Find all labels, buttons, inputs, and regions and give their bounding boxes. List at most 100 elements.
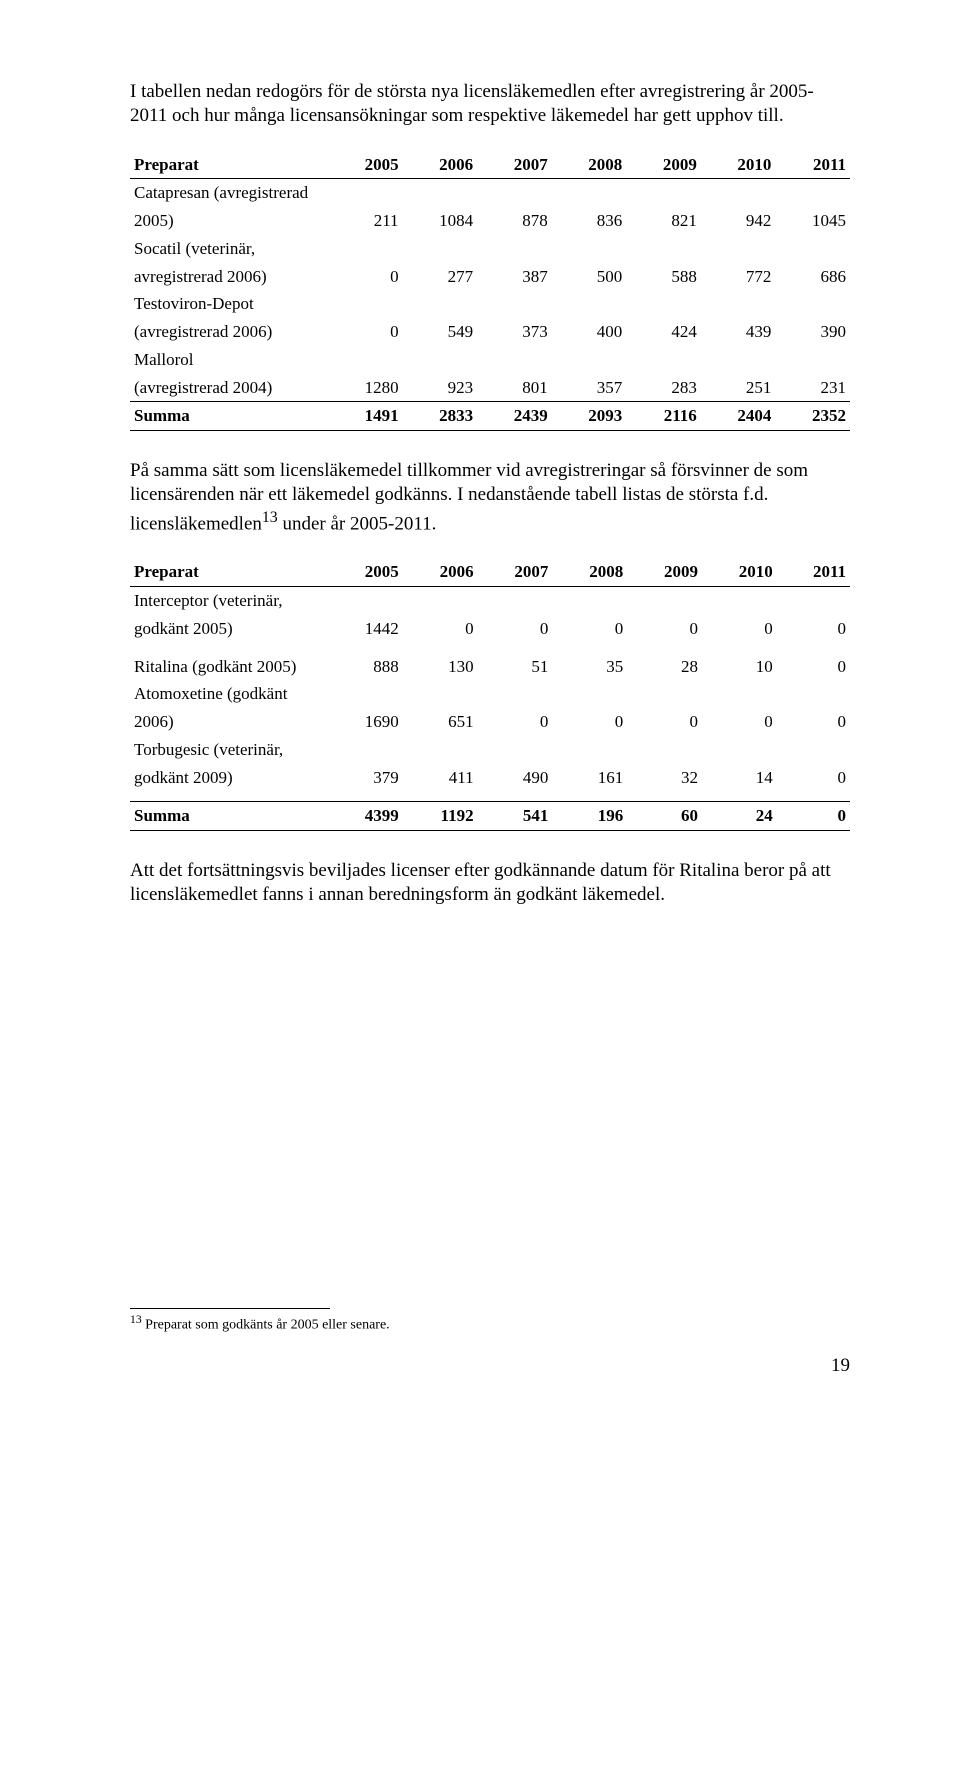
table-2-header-row: Preparat 2005 2006 2007 2008 2009 2010 2… [130,558,850,586]
cell: 32 [627,764,702,792]
cell: 0 [552,708,627,736]
cell: 821 [626,207,701,235]
footnote-ref-13: 13 [262,509,278,526]
sum-cell: 0 [777,802,850,831]
table-1-year: 2005 [328,151,403,179]
cell: 686 [775,263,850,291]
cell: 0 [777,615,850,643]
cell: 651 [403,708,478,736]
table-row: 2006) 1690 651 0 0 0 0 0 [130,708,850,736]
row-label: avregistrerad 2006) [130,263,328,291]
table-1-year: 2009 [626,151,701,179]
row-label: Ritalina (godkänt 2005) [130,653,328,681]
cell: 379 [328,764,403,792]
cell: 942 [701,207,776,235]
sum-cell: 2404 [701,402,776,431]
cell: 0 [702,708,777,736]
cell: 888 [328,653,403,681]
cell: 35 [552,653,627,681]
table-2: Preparat 2005 2006 2007 2008 2009 2010 2… [130,558,850,831]
cell: 130 [403,653,478,681]
table-1-year: 2007 [477,151,552,179]
table-1-sum-row: Summa 1491 2833 2439 2093 2116 2404 2352 [130,402,850,431]
table-1-year: 2011 [775,151,850,179]
row-label: Catapresan (avregistrerad [130,179,328,207]
row-label: 2006) [130,708,328,736]
table-2-year: 2009 [627,558,702,586]
cell: 1084 [403,207,478,235]
table-row [130,791,850,802]
sum-cell: 2352 [775,402,850,431]
cell: 231 [775,374,850,402]
table-row: (avregistrerad 2006) 0 549 373 400 424 4… [130,318,850,346]
table-1-header-label: Preparat [130,151,328,179]
table-row: Atomoxetine (godkänt [130,680,850,708]
cell: 549 [403,318,478,346]
cell: 0 [403,615,478,643]
cell: 357 [552,374,627,402]
cell: 0 [627,708,702,736]
table-1: Preparat 2005 2006 2007 2008 2009 2010 2… [130,151,850,432]
cell: 836 [552,207,627,235]
cell: 10 [702,653,777,681]
cell: 1280 [328,374,403,402]
table-2-year: 2008 [552,558,627,586]
table-row: Torbugesic (veterinär, [130,736,850,764]
row-label: (avregistrerad 2004) [130,374,328,402]
row-label: godkänt 2009) [130,764,328,792]
cell: 0 [702,615,777,643]
table-2-header-label: Preparat [130,558,328,586]
cell: 490 [478,764,553,792]
table-1-year: 2010 [701,151,776,179]
sum-cell: 1491 [328,402,403,431]
cell: 0 [478,615,553,643]
footnote-number: 13 [130,1313,142,1326]
intro-paragraph-2: På samma sätt som licensläkemedel tillko… [130,459,850,536]
cell: 0 [777,764,850,792]
row-label: Atomoxetine (godkänt [130,680,328,708]
cell: 923 [403,374,478,402]
cell: 390 [775,318,850,346]
table-row: godkänt 2005) 1442 0 0 0 0 0 0 [130,615,850,643]
closing-paragraph: Att det fortsättningsvis beviljades lice… [130,859,850,908]
footnote-text: Preparat som godkänts år 2005 eller sena… [142,1317,390,1332]
footnote-13: 13 Preparat som godkänts år 2005 eller s… [130,1313,850,1335]
cell: 251 [701,374,776,402]
cell: 588 [626,263,701,291]
cell: 801 [477,374,552,402]
sum-cell: 60 [627,802,702,831]
cell: 277 [403,263,478,291]
sum-cell: 541 [478,802,553,831]
table-row: Catapresan (avregistrerad [130,179,850,207]
footnote-separator [130,1308,330,1309]
row-label: Testoviron-Depot [130,290,328,318]
table-1-year: 2008 [552,151,627,179]
cell: 51 [478,653,553,681]
table-row: Socatil (veterinär, [130,235,850,263]
cell: 373 [477,318,552,346]
cell: 411 [403,764,478,792]
table-row: Ritalina (godkänt 2005) 888 130 51 35 28… [130,653,850,681]
table-2-year: 2007 [478,558,553,586]
cell: 0 [777,653,850,681]
sum-label: Summa [130,802,328,831]
table-2-year: 2011 [777,558,850,586]
cell: 283 [626,374,701,402]
table-row: Mallorol [130,346,850,374]
sum-cell: 4399 [328,802,403,831]
row-label: Mallorol [130,346,328,374]
table-row: (avregistrerad 2004) 1280 923 801 357 28… [130,374,850,402]
cell: 0 [328,263,403,291]
cell: 439 [701,318,776,346]
table-row: avregistrerad 2006) 0 277 387 500 588 77… [130,263,850,291]
table-row: Interceptor (veterinär, [130,587,850,615]
cell: 1690 [328,708,403,736]
table-2-year: 2006 [403,558,478,586]
cell: 424 [626,318,701,346]
cell: 878 [477,207,552,235]
table-2-year: 2005 [328,558,403,586]
row-label: Interceptor (veterinär, [130,587,328,615]
cell: 500 [552,263,627,291]
sum-cell: 2439 [477,402,552,431]
row-label: Torbugesic (veterinär, [130,736,328,764]
